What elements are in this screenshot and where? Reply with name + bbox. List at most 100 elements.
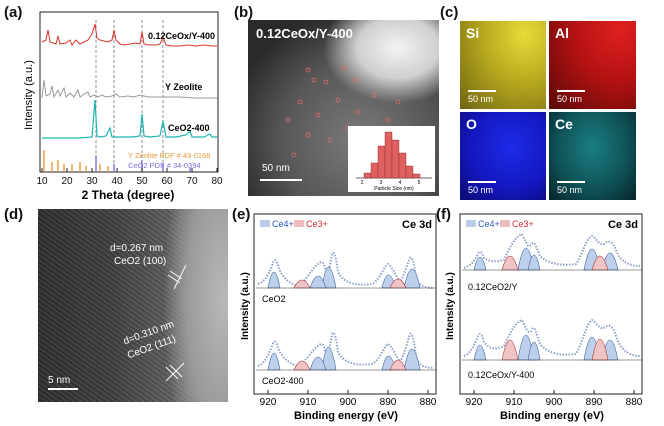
xps-e-xlabel: Binding energy (eV) — [294, 410, 398, 422]
map-si-scale: 50 nm — [468, 94, 494, 104]
hrtem-d1-plane: CeO2 (100) — [114, 256, 167, 267]
xps-f-top-label: 0.12CeO2/Y — [468, 282, 518, 292]
xrd-trace-top — [41, 23, 217, 47]
xps-chart-e: Ce4+ Ce3+ Ce 3d CeO2 CeO2-400 920 910 90… — [240, 213, 437, 422]
xrd-xtick: 30 — [86, 176, 98, 187]
hrtem-annotations — [48, 264, 187, 390]
xps-e-frame — [253, 213, 437, 395]
xps-e-top-label: CeO2 — [262, 294, 286, 304]
xrd-chart: 10 20 30 40 50 60 70 80 2 Theta (degree)… — [23, 11, 223, 202]
map-al-scale: 50 nm — [557, 94, 583, 104]
xrd-label-low: CeO2-400 — [168, 123, 210, 133]
hist-xtick: 2 — [361, 180, 364, 186]
haadf-image: 0.12CeOx/Y-400 50 nm 2 3 4 — [248, 20, 439, 196]
xrd-pdf-y-label: Y Zeolite PDF # 43-0168 — [128, 151, 210, 160]
xrd-label-top: 0.12CeOx/Y-400 — [148, 31, 215, 41]
xps-e-xtick: 910 — [300, 397, 317, 408]
xrd-xtick: 70 — [186, 176, 198, 187]
xrd-trace-low — [42, 99, 217, 139]
xps-e-ylabel: Intensity (a.u.) — [240, 272, 251, 340]
histogram-bars — [363, 131, 421, 179]
hist-xlabel: Particle Size (nm) — [374, 186, 414, 192]
map-si-label: Si — [466, 25, 480, 41]
hist-xtick: 3 — [380, 180, 383, 186]
map-ce-scale-bar — [557, 181, 585, 183]
hist-xtick: 4 — [399, 180, 402, 186]
xps-f-xtick: 910 — [506, 397, 523, 408]
xrd-xtick: 80 — [211, 176, 223, 187]
map-o-label: O — [466, 116, 477, 132]
xrd-trace-mid — [41, 79, 217, 99]
hrtem-scale-text: 5 nm — [48, 375, 71, 386]
xps-f-legend-ce4: Ce4+ — [478, 219, 500, 229]
xps-e-title: Ce 3d — [402, 219, 432, 231]
xps-e-top-spectrum — [256, 251, 436, 289]
xrd-pdf-y-sticks — [43, 150, 109, 172]
xrd-label-mid: Y Zeolite — [165, 82, 202, 92]
map-ce-scale: 50 nm — [557, 185, 583, 195]
xps-f-frame — [459, 213, 643, 395]
haadf-scale-bar — [260, 179, 302, 181]
xps-e-bottom-label: CeO2-400 — [262, 376, 304, 386]
panel-f-label: (f) — [436, 206, 451, 223]
map-al-label: Al — [555, 25, 569, 41]
size-histogram: 2 3 4 5 Particle Size (nm) — [348, 126, 435, 192]
xps-f-bottom-spectrum — [462, 318, 642, 361]
xrd-xtick: 50 — [136, 176, 148, 187]
xrd-frame — [39, 11, 219, 173]
haadf-title: 0.12CeOx/Y-400 — [256, 26, 353, 41]
panel-e-label: (e) — [232, 206, 251, 223]
map-si: Si 50 nm — [460, 21, 546, 109]
xps-e-bottom-spectrum — [256, 331, 436, 371]
map-ce: Ce 50 nm — [549, 112, 636, 200]
map-si-scale-bar — [468, 90, 496, 92]
map-o-scale: 50 nm — [468, 185, 494, 195]
xps-e-legend-ce4-swatch — [260, 220, 270, 227]
hrtem-d1: d=0.267 nm — [110, 243, 164, 254]
xps-f-xlabel: Binding energy (eV) — [500, 410, 604, 422]
xps-e-xtick: 900 — [340, 397, 357, 408]
xrd-ylabel: Intensity (a.u.) — [23, 60, 35, 130]
xps-chart-f: Ce4+ Ce3+ Ce 3d 0.12CeO2/Y 0.12CeOx/Y-40… — [445, 213, 643, 422]
xrd-xtick: 40 — [111, 176, 123, 187]
hist-xtick: 5 — [418, 180, 421, 186]
hrtem-lattice-marks — [165, 264, 187, 382]
map-al-scale-bar — [557, 90, 585, 92]
xps-e-xtick: 890 — [380, 397, 397, 408]
xps-e-legend-ce4: Ce4+ — [272, 219, 294, 229]
map-ce-label: Ce — [555, 116, 573, 132]
xrd-xticks — [41, 168, 218, 172]
panel-d-label: (d) — [4, 206, 24, 223]
xrd-ref-lines — [95, 20, 164, 168]
xrd-xtick-labels: 10 20 30 40 50 60 70 80 — [36, 176, 223, 187]
xrd-xtick: 60 — [161, 176, 173, 187]
haadf-scale-text: 50 nm — [262, 163, 290, 174]
xps-f-title: Ce 3d — [608, 219, 638, 231]
xps-f-bottom-label: 0.12CeOx/Y-400 — [468, 370, 534, 380]
xps-e-legend-ce3: Ce3+ — [306, 219, 328, 229]
panel-a-label: (a) — [4, 4, 23, 21]
xrd-pdf-ceo2-sticks — [95, 156, 191, 172]
xps-f-legend-ce3-swatch — [500, 220, 510, 227]
xps-f-legend-ce3: Ce3+ — [512, 219, 534, 229]
xrd-xlabel: 2 Theta (degree) — [82, 188, 175, 202]
xrd-xtick: 20 — [61, 176, 73, 187]
map-o: O 50 nm — [460, 112, 546, 200]
map-al: Al 50 nm — [549, 21, 636, 109]
xps-f-xtick: 900 — [546, 397, 563, 408]
panel-c-label: (c) — [440, 4, 459, 21]
xps-f-xtick: 920 — [466, 397, 483, 408]
xrd-pdf-ceo2-label: CeO2 PDF # 34-0394 — [128, 161, 201, 170]
xps-f-top-spectrum — [462, 232, 642, 271]
xps-f-legend-ce4-swatch — [466, 220, 476, 227]
hrtem-image: d=0.267 nm CeO2 (100) d=0.310 nm CeO2 (1… — [38, 209, 228, 402]
panel-b-label: (b) — [234, 4, 254, 21]
map-o-scale-bar — [468, 181, 496, 183]
xps-e-xtick: 920 — [260, 397, 277, 408]
xps-f-ylabel: Intensity (a.u.) — [445, 272, 456, 340]
xps-e-xtick: 880 — [420, 397, 437, 408]
xps-f-xtick: 890 — [586, 397, 603, 408]
xrd-xtick: 10 — [36, 176, 48, 187]
xps-f-xtick: 880 — [626, 397, 643, 408]
xps-e-legend-ce3-swatch — [294, 220, 304, 227]
